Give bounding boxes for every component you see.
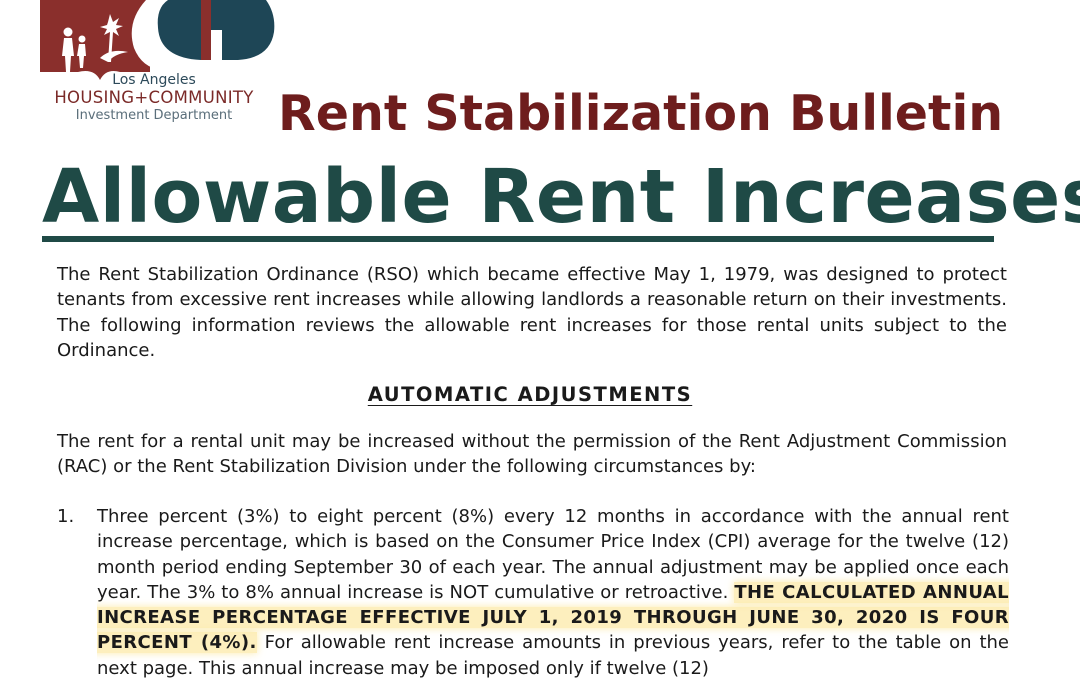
logo-department: Investment Department <box>75 107 233 123</box>
page-title: Allowable Rent Increases <box>42 154 1080 240</box>
logo-text: Los Angeles HOUSING+COMMUNITY Investment… <box>38 73 270 122</box>
section-lead-paragraph: The rent for a rental unit may be increa… <box>57 431 1007 478</box>
logo-name: HOUSING+COMMUNITY <box>54 88 254 107</box>
intro-paragraph: The Rent Stabilization Ordinance (RSO) w… <box>57 264 1007 361</box>
list-item-text: Three percent (3%) to eight percent (8%)… <box>97 504 1009 681</box>
title-divider <box>42 236 994 242</box>
item-text-part-b: For allowable rent increase amounts in p… <box>97 632 1009 679</box>
bulletin-title: Rent Stabilization Bulletin <box>278 85 1004 142</box>
logo-blue-left <box>157 0 201 60</box>
family-silhouette <box>62 14 128 72</box>
lahcid-logo <box>38 0 278 130</box>
logo-white-arc <box>131 0 162 70</box>
section-heading: AUTOMATIC ADJUSTMENTS <box>367 383 693 406</box>
item-text-part-a: Three percent (3%) to eight percent (8%)… <box>97 506 1009 603</box>
logo-blue-right <box>211 0 275 60</box>
list-item-number: 1. <box>57 506 75 527</box>
lahcid-logo-mark <box>40 0 275 80</box>
logo-city: Los Angeles <box>112 72 196 88</box>
logo-red-bar <box>201 0 211 60</box>
